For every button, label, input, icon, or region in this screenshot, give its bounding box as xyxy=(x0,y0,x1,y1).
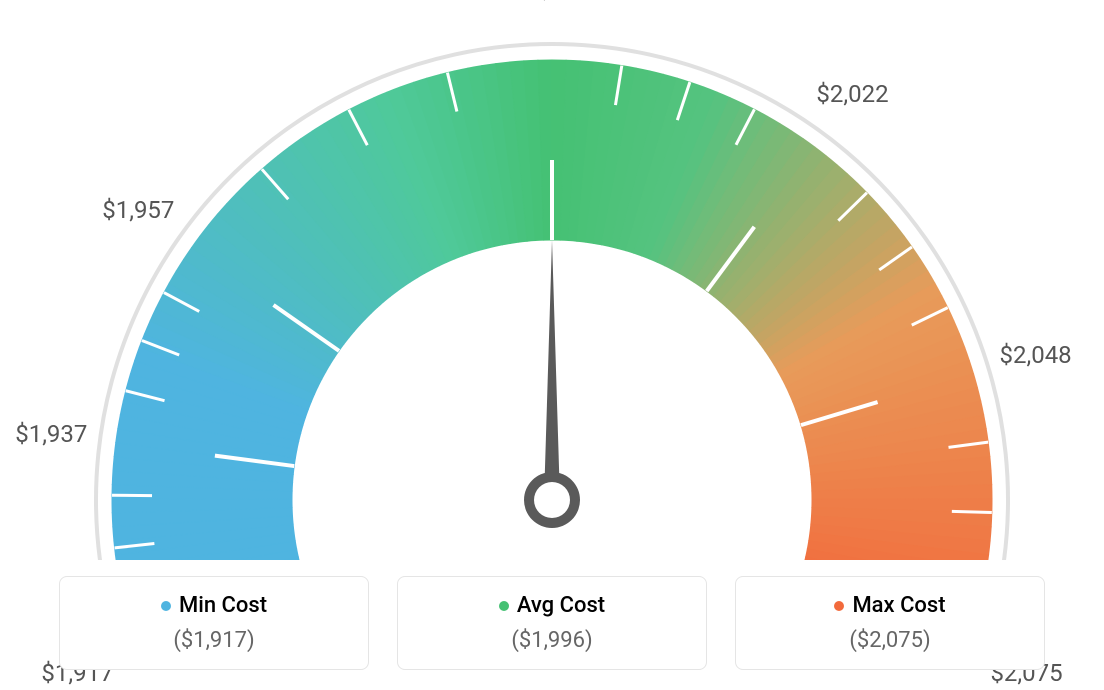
dot-icon xyxy=(499,601,509,611)
dot-icon xyxy=(161,601,171,611)
legend-value-avg: ($1,996) xyxy=(418,628,686,653)
gauge-tick-label: $2,048 xyxy=(1000,341,1072,369)
legend-title-max: Max Cost xyxy=(756,593,1024,618)
dot-icon xyxy=(834,601,844,611)
legend-value-max: ($2,075) xyxy=(756,628,1024,653)
legend-card-max: Max Cost ($2,075) xyxy=(735,576,1045,670)
legend-title-text: Max Cost xyxy=(852,593,945,618)
gauge-tick-label: $2,022 xyxy=(816,80,888,108)
gauge-tick-label: $1,957 xyxy=(102,196,174,224)
gauge-svg xyxy=(0,0,1104,560)
legend-card-avg: Avg Cost ($1,996) xyxy=(397,576,707,670)
legend-title-avg: Avg Cost xyxy=(418,593,686,618)
gauge-chart: $1,917$1,937$1,957$1,996$2,022$2,048$2,0… xyxy=(0,0,1104,690)
legend-title-min: Min Cost xyxy=(80,593,348,618)
legend-title-text: Min Cost xyxy=(179,593,267,618)
gauge-tick-label: $1,937 xyxy=(15,420,87,448)
legend-title-text: Avg Cost xyxy=(517,593,605,618)
gauge-tick-label: $1,996 xyxy=(516,0,588,3)
legend-card-min: Min Cost ($1,917) xyxy=(59,576,369,670)
legend-value-min: ($1,917) xyxy=(80,628,348,653)
legend-row: Min Cost ($1,917) Avg Cost ($1,996) Max … xyxy=(0,576,1104,670)
